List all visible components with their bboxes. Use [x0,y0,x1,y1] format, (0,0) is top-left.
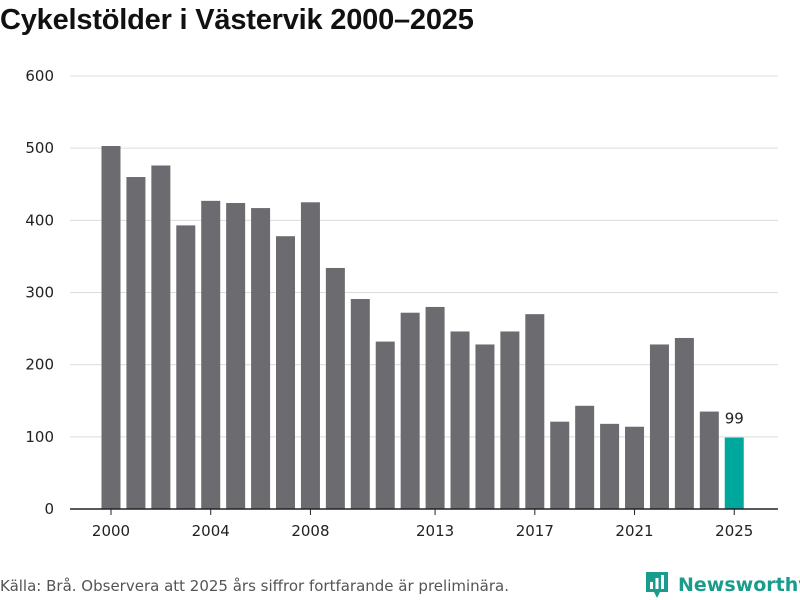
y-tick-label-400: 400 [25,211,54,229]
x-tick-label-2000: 2000 [92,522,130,540]
bar-2004 [201,200,221,509]
brand-logo: Newsworthy [644,570,800,600]
y-tick-label-200: 200 [25,356,54,374]
bar-2021 [625,426,645,509]
bar-2010 [350,298,370,509]
grid-lines [70,75,778,438]
bar-2019 [575,405,595,509]
bar-2013 [425,306,445,509]
bar-2005 [226,203,246,509]
y-tick-label-600: 600 [25,67,54,85]
bar-2000 [101,146,121,510]
y-axis-ticks: 0 100 200 300 400 500 600 [25,67,54,518]
x-axis: 2000 2004 2008 2013 2017 2021 2025 [70,508,778,540]
bar-2014 [450,331,470,509]
bar-2022 [649,344,669,509]
bar-2012 [400,312,420,509]
bar-2020 [600,423,620,509]
bar-2016 [500,331,520,509]
x-tick-label-2008: 2008 [291,522,329,540]
source-note: Källa: Brå. Observera att 2025 års siffr… [0,577,509,595]
data-labels: 99 [725,410,744,428]
bar-2009 [325,267,345,509]
bar-2001 [126,177,146,510]
bar-2018 [550,421,570,509]
bar-2003 [176,225,196,509]
y-tick-label-100: 100 [25,428,54,446]
y-tick-label-0: 0 [44,500,54,518]
bar-2017 [525,314,545,509]
bar-2024 [699,411,719,509]
bar-2011 [375,341,395,509]
bar-chart-badge-icon [646,572,668,598]
bar-2023 [674,337,694,509]
x-tick-label-2021: 2021 [615,522,653,540]
bar-2015 [475,344,495,509]
x-tick-label-2025: 2025 [715,522,753,540]
bar-2006 [251,208,271,509]
data-label-2025: 99 [725,410,744,428]
bars [101,146,744,510]
y-tick-label-300: 300 [25,284,54,302]
x-tick-label-2013: 2013 [416,522,454,540]
bar-2002 [151,165,171,509]
chart-title: Cykelstölder i Västervik 2000–2025 [0,4,474,36]
x-tick-label-2004: 2004 [192,522,230,540]
x-tick-label-2017: 2017 [516,522,554,540]
bar-2025 [724,437,744,509]
brand-name: Newsworthy [678,574,800,596]
bar-2007 [276,236,296,509]
y-tick-label-500: 500 [25,139,54,157]
bar-2008 [300,202,320,509]
